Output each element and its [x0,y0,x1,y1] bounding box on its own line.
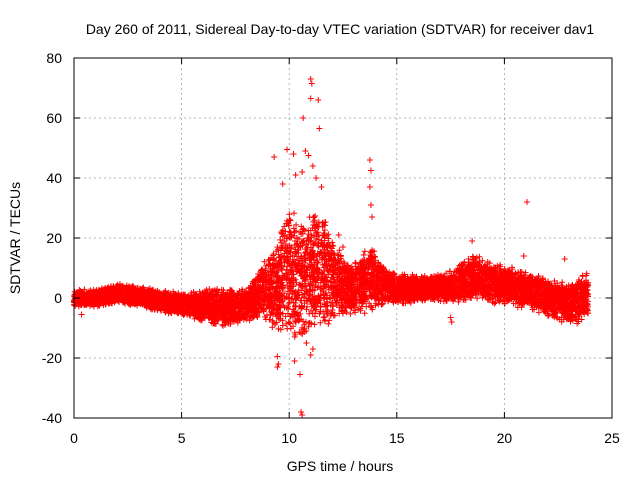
data-point [108,283,115,290]
data-point [107,297,114,304]
data-point [123,282,130,289]
data-point [269,324,276,331]
data-point [100,286,107,293]
data-point [325,320,332,327]
data-point [81,286,88,293]
grid-lines [74,58,612,418]
data-point [103,296,110,303]
data-point [94,303,101,310]
data-point [100,301,107,308]
data-point [361,248,368,255]
data-point [104,285,111,292]
data-point [85,294,92,301]
data-point [98,296,105,303]
data-point [311,214,318,221]
data-point [78,292,85,299]
data-point [105,291,112,298]
data-point [77,297,84,304]
data-point [84,299,91,306]
data-point [93,287,100,294]
data-point [99,290,106,297]
data-point [272,321,279,328]
data-point [92,297,99,304]
data-points [71,76,592,418]
data-point [360,251,367,258]
data-point [94,294,101,301]
data-point [310,241,317,248]
data-point [291,210,298,217]
data-point [352,259,359,266]
data-point [105,300,112,307]
chart-title: Day 260 of 2011, Sidereal Day-to-day VTE… [86,21,595,37]
data-point [76,287,83,294]
data-point [102,292,109,299]
data-point [302,318,309,325]
data-point [286,211,293,218]
